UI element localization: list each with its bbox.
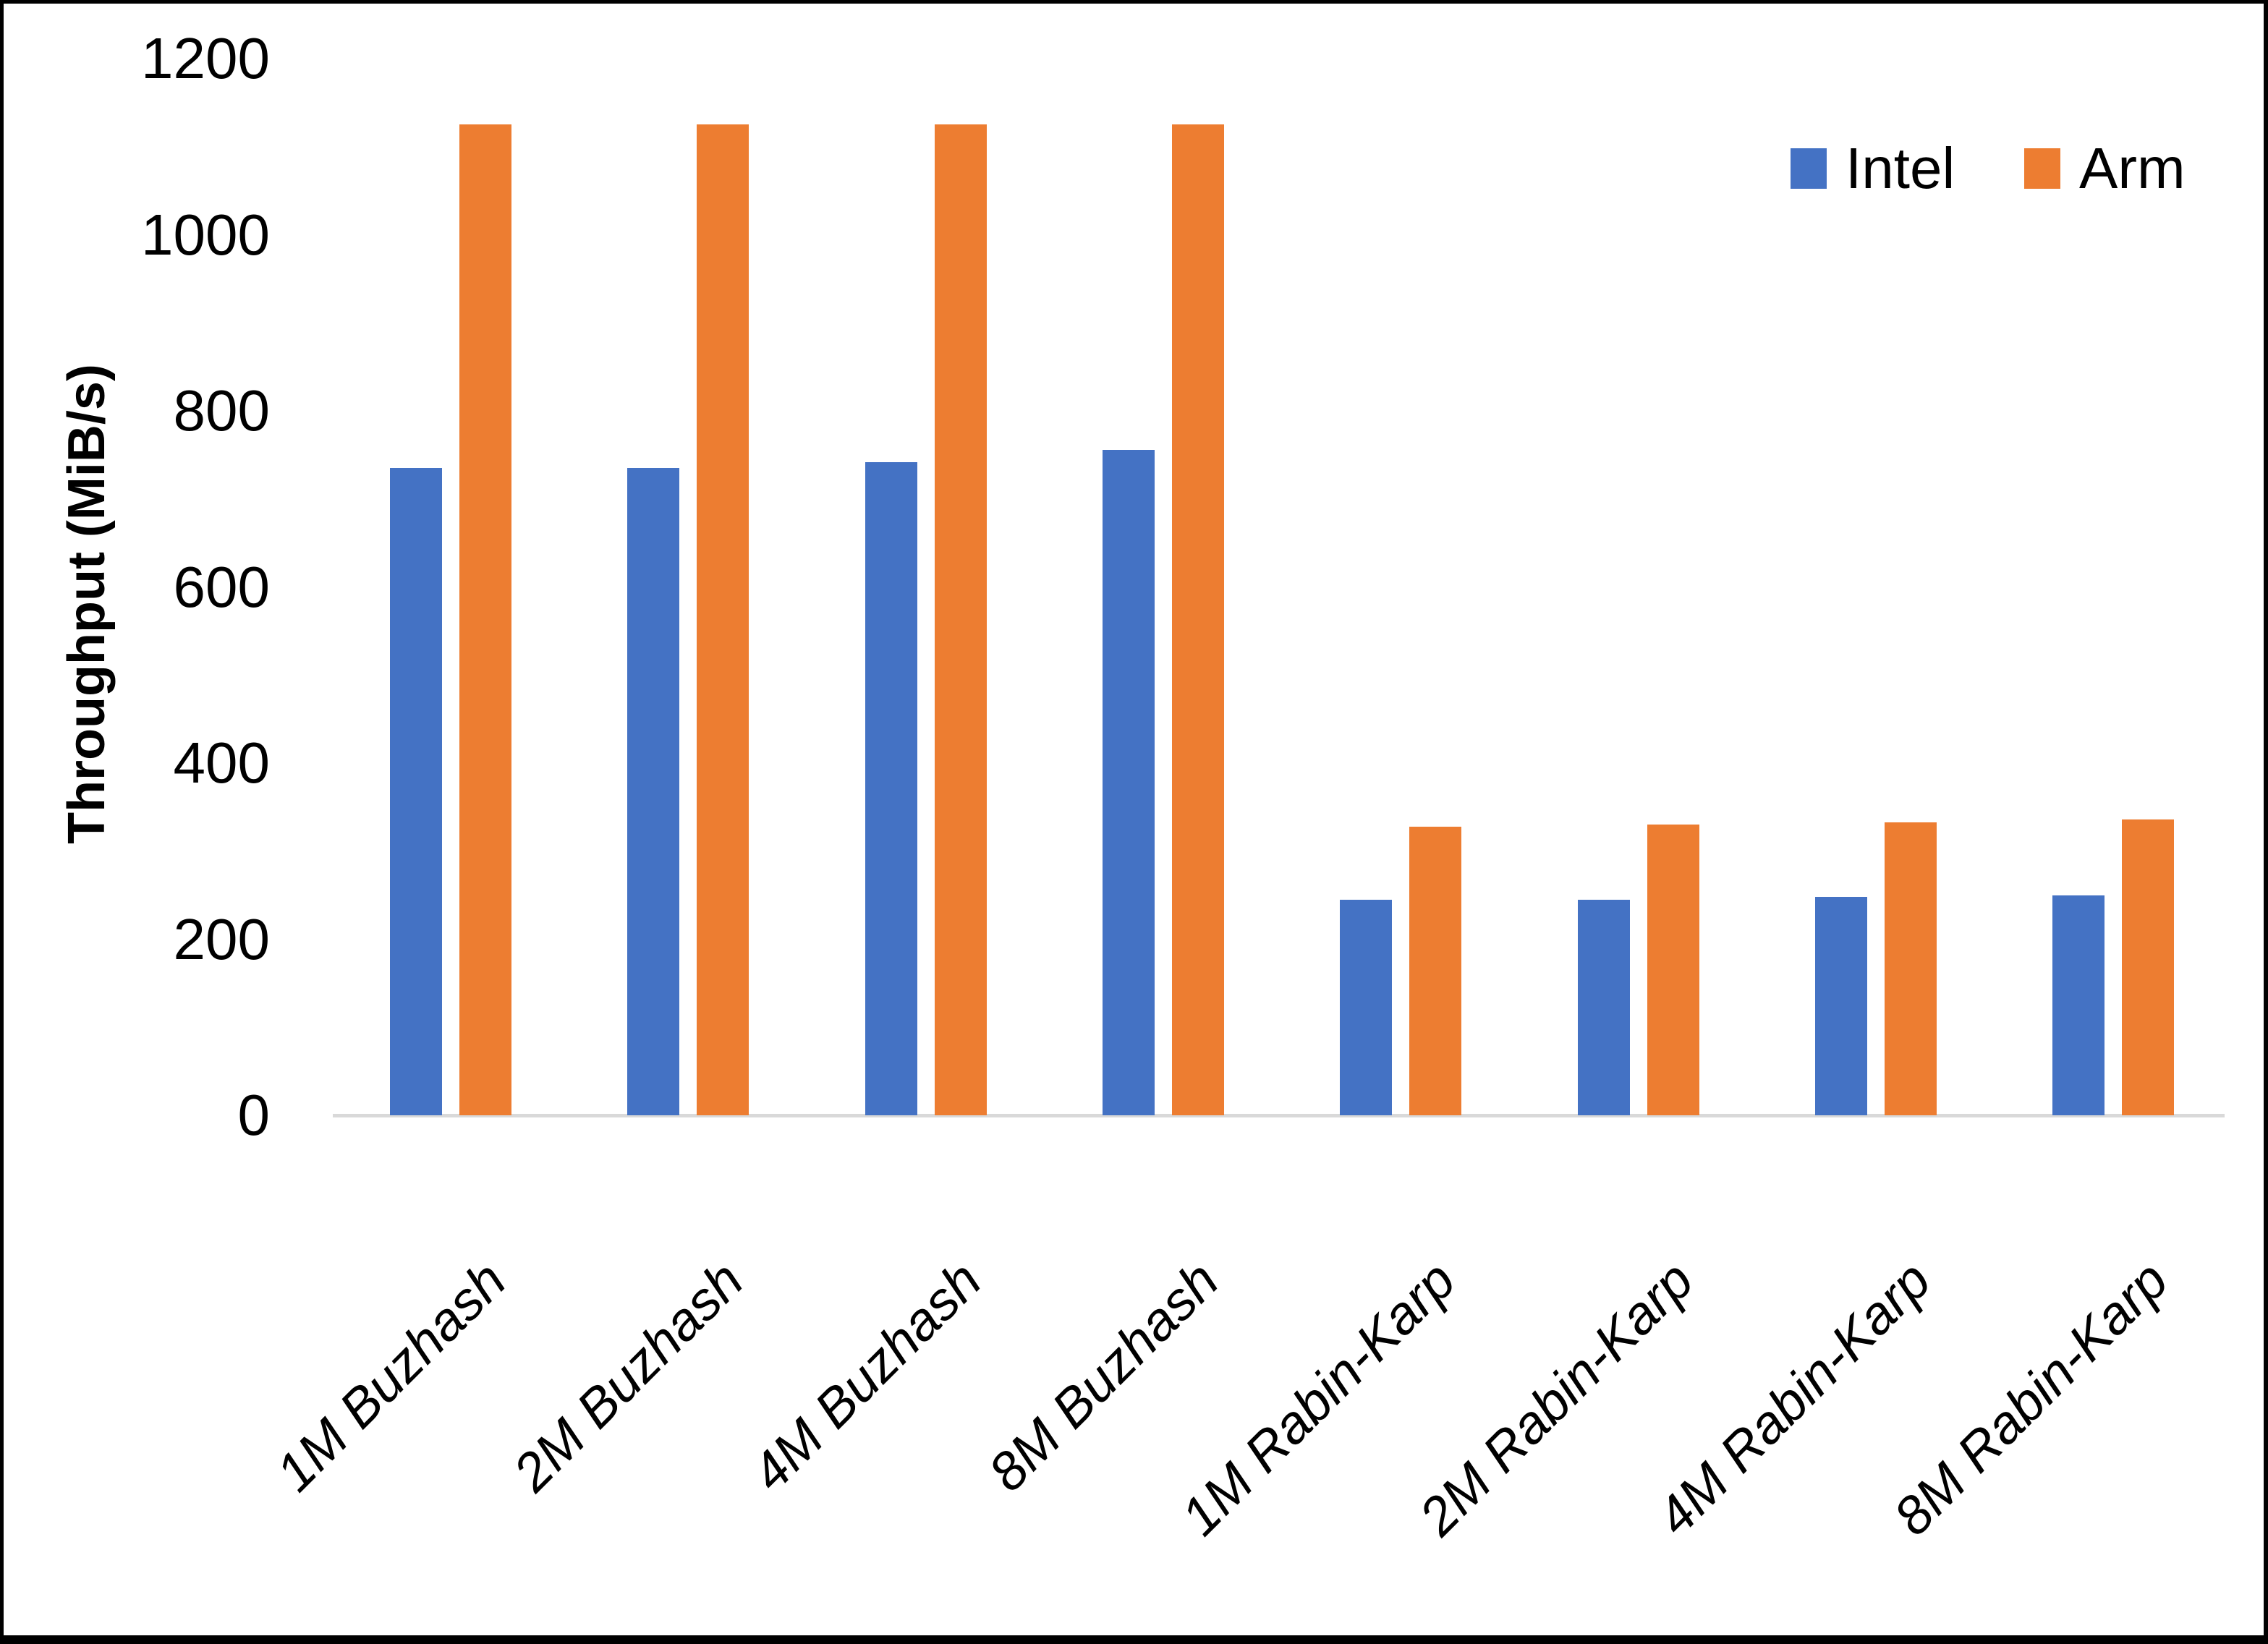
bar-intel-8m-rabin-karp	[2052, 895, 2105, 1115]
legend-label-intel: Intel	[1846, 136, 1955, 200]
y-tick-label-200: 200	[173, 906, 270, 971]
bar-intel-2m-rabin-karp	[1578, 900, 1630, 1115]
bar-arm-4m-rabin-karp	[1885, 822, 1937, 1115]
bar-intel-4m-rabin-karp	[1815, 897, 1867, 1115]
bar-arm-2m-buzhash	[697, 124, 749, 1115]
x-axis-line	[333, 1114, 2225, 1117]
x-label-2m-buzhash: 2M Buzhash	[501, 1249, 755, 1503]
y-tick-label-400: 400	[173, 731, 270, 795]
intel-series-swatch-icon	[1791, 148, 1827, 189]
bar-intel-2m-buzhash	[627, 468, 679, 1115]
legend-item-arm: Arm	[2024, 140, 2186, 197]
bar-arm-4m-buzhash	[935, 124, 987, 1115]
x-label-4m-buzhash: 4M Buzhash	[739, 1249, 993, 1503]
y-tick-label-1000: 1000	[141, 202, 270, 267]
bar-arm-8m-rabin-karp	[2122, 819, 2174, 1115]
x-label-8m-buzhash: 8M Buzhash	[977, 1249, 1230, 1503]
bar-arm-2m-rabin-karp	[1647, 825, 1699, 1115]
bar-intel-1m-rabin-karp	[1340, 900, 1392, 1115]
bar-arm-1m-rabin-karp	[1409, 827, 1461, 1115]
y-tick-label-0: 0	[237, 1083, 271, 1147]
bar-arm-8m-buzhash	[1172, 124, 1224, 1115]
x-label-1m-buzhash: 1M Buzhash	[264, 1249, 517, 1503]
y-tick-label-800: 800	[173, 378, 270, 443]
legend-item-intel: Intel	[1791, 140, 1955, 197]
legend-label-arm: Arm	[2079, 136, 2186, 200]
arm-series-swatch-icon	[2024, 148, 2060, 189]
y-tick-label-600: 600	[173, 554, 270, 619]
bar-arm-1m-buzhash	[459, 124, 511, 1115]
bar-intel-4m-buzhash	[865, 462, 917, 1115]
bar-intel-8m-buzhash	[1103, 450, 1155, 1115]
bar-intel-1m-buzhash	[390, 468, 442, 1115]
y-tick-label-1200: 1200	[141, 26, 270, 90]
